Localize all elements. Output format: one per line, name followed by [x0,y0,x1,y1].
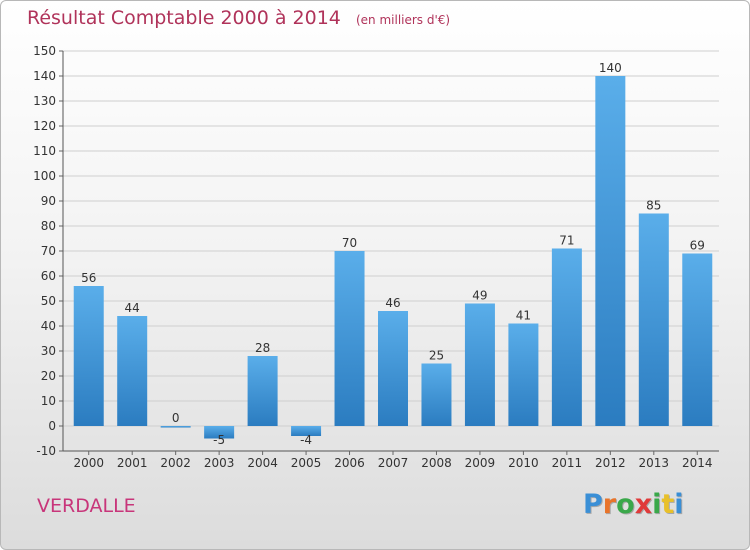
x-tick-label-2007: 2007 [378,456,409,470]
x-tick-label-2014: 2014 [682,456,713,470]
value-label-2007: 46 [385,296,400,310]
y-tick-label: 110 [33,144,56,158]
y-tick-label: 60 [41,269,56,283]
value-label-2000: 56 [81,271,96,285]
value-label-2005: -4 [300,433,312,447]
x-tick-label-2000: 2000 [73,456,104,470]
y-tick-label: 120 [33,119,56,133]
y-tick-label: 20 [41,369,56,383]
value-label-2013: 85 [646,199,661,213]
logo-letter: i [674,489,684,520]
logo-letter: x [634,489,653,520]
y-tick-label: 10 [41,394,56,408]
bar-2010 [508,323,539,426]
x-tick-label-2005: 2005 [291,456,322,470]
proxiti-logo: Proxiti [583,489,684,520]
value-label-2014: 69 [690,239,705,253]
y-tick-label: 150 [33,44,56,58]
x-tick-label-2004: 2004 [247,456,278,470]
x-tick-label-2013: 2013 [639,456,670,470]
bar-2001 [117,316,148,426]
value-label-2001: 44 [125,301,140,315]
x-tick-label-2008: 2008 [421,456,452,470]
title-row: Résultat Comptable 2000 à 2014 (en milli… [27,7,450,29]
bar-2000 [73,286,104,426]
x-tick-label-2003: 2003 [204,456,235,470]
y-tick-label: 70 [41,244,56,258]
y-tick-label: 140 [33,69,56,83]
y-tick-label: 0 [48,419,56,433]
value-label-2010: 41 [516,309,531,323]
bar-2005 [291,426,322,436]
bar-2009 [464,303,495,426]
bar-2004 [247,356,278,426]
bar-2012 [595,76,626,426]
bar-2014 [682,253,713,426]
value-label-2003: -5 [213,433,225,447]
x-tick-label-2012: 2012 [595,456,626,470]
value-label-2004: 28 [255,341,270,355]
bar-2003 [204,426,235,439]
chart-title: Résultat Comptable 2000 à 2014 [27,7,341,29]
bar-2011 [551,248,582,426]
y-tick-label: 100 [33,169,56,183]
x-tick-label-2011: 2011 [552,456,583,470]
logo-letter: t [661,489,675,520]
value-label-2002: 0 [172,411,180,425]
y-tick-label: 90 [41,194,56,208]
y-tick-label: 130 [33,94,56,108]
x-tick-label-2002: 2002 [160,456,191,470]
x-tick-label-2009: 2009 [465,456,496,470]
x-tick-label-2010: 2010 [508,456,539,470]
logo-letter: P [583,489,603,520]
logo-letter: o [616,489,635,520]
bar-2007 [378,311,408,426]
value-label-2012: 140 [599,61,622,75]
value-label-2011: 71 [559,234,574,248]
commune-name: VERDALLE [37,495,136,517]
bar-2013 [638,213,669,426]
value-label-2008: 25 [429,349,444,363]
value-label-2009: 49 [472,289,487,303]
value-label-2006: 70 [342,236,357,250]
bar-2002 [160,426,191,428]
y-tick-label: -10 [36,444,56,458]
bar-2008 [421,363,452,426]
y-tick-label: 50 [41,294,56,308]
y-tick-label: 40 [41,319,56,333]
logo-letter: i [652,489,662,520]
y-tick-label: 80 [41,219,56,233]
logo-letter: r [602,489,617,520]
chart-unit: (en milliers d'€) [355,13,451,27]
x-tick-label-2001: 2001 [117,456,148,470]
y-tick-label: 30 [41,344,56,358]
bar-2006 [334,251,365,426]
x-tick-label-2006: 2006 [334,456,365,470]
